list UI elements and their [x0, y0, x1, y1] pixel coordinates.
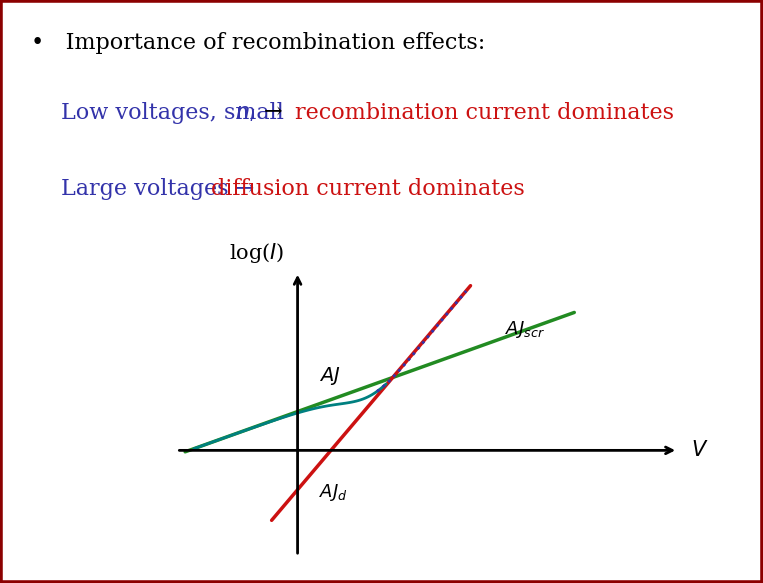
Text: Low voltages, small: Low voltages, small	[61, 102, 291, 124]
Text: recombination current dominates: recombination current dominates	[295, 102, 674, 124]
Text: Large voltages →: Large voltages →	[61, 178, 262, 200]
Text: log($I$): log($I$)	[229, 241, 285, 265]
Text: $n_i$: $n_i$	[235, 102, 256, 124]
Text: →: →	[264, 102, 282, 124]
Text: •   Importance of recombination effects:: • Importance of recombination effects:	[31, 32, 485, 54]
Text: $AJ_{scr}$: $AJ_{scr}$	[505, 319, 545, 340]
Text: $V$: $V$	[691, 440, 709, 461]
Text: diffusion current dominates: diffusion current dominates	[211, 178, 524, 200]
Text: $AJ_d$: $AJ_d$	[319, 483, 348, 504]
Text: $\mathit{AJ}$: $\mathit{AJ}$	[319, 365, 341, 387]
